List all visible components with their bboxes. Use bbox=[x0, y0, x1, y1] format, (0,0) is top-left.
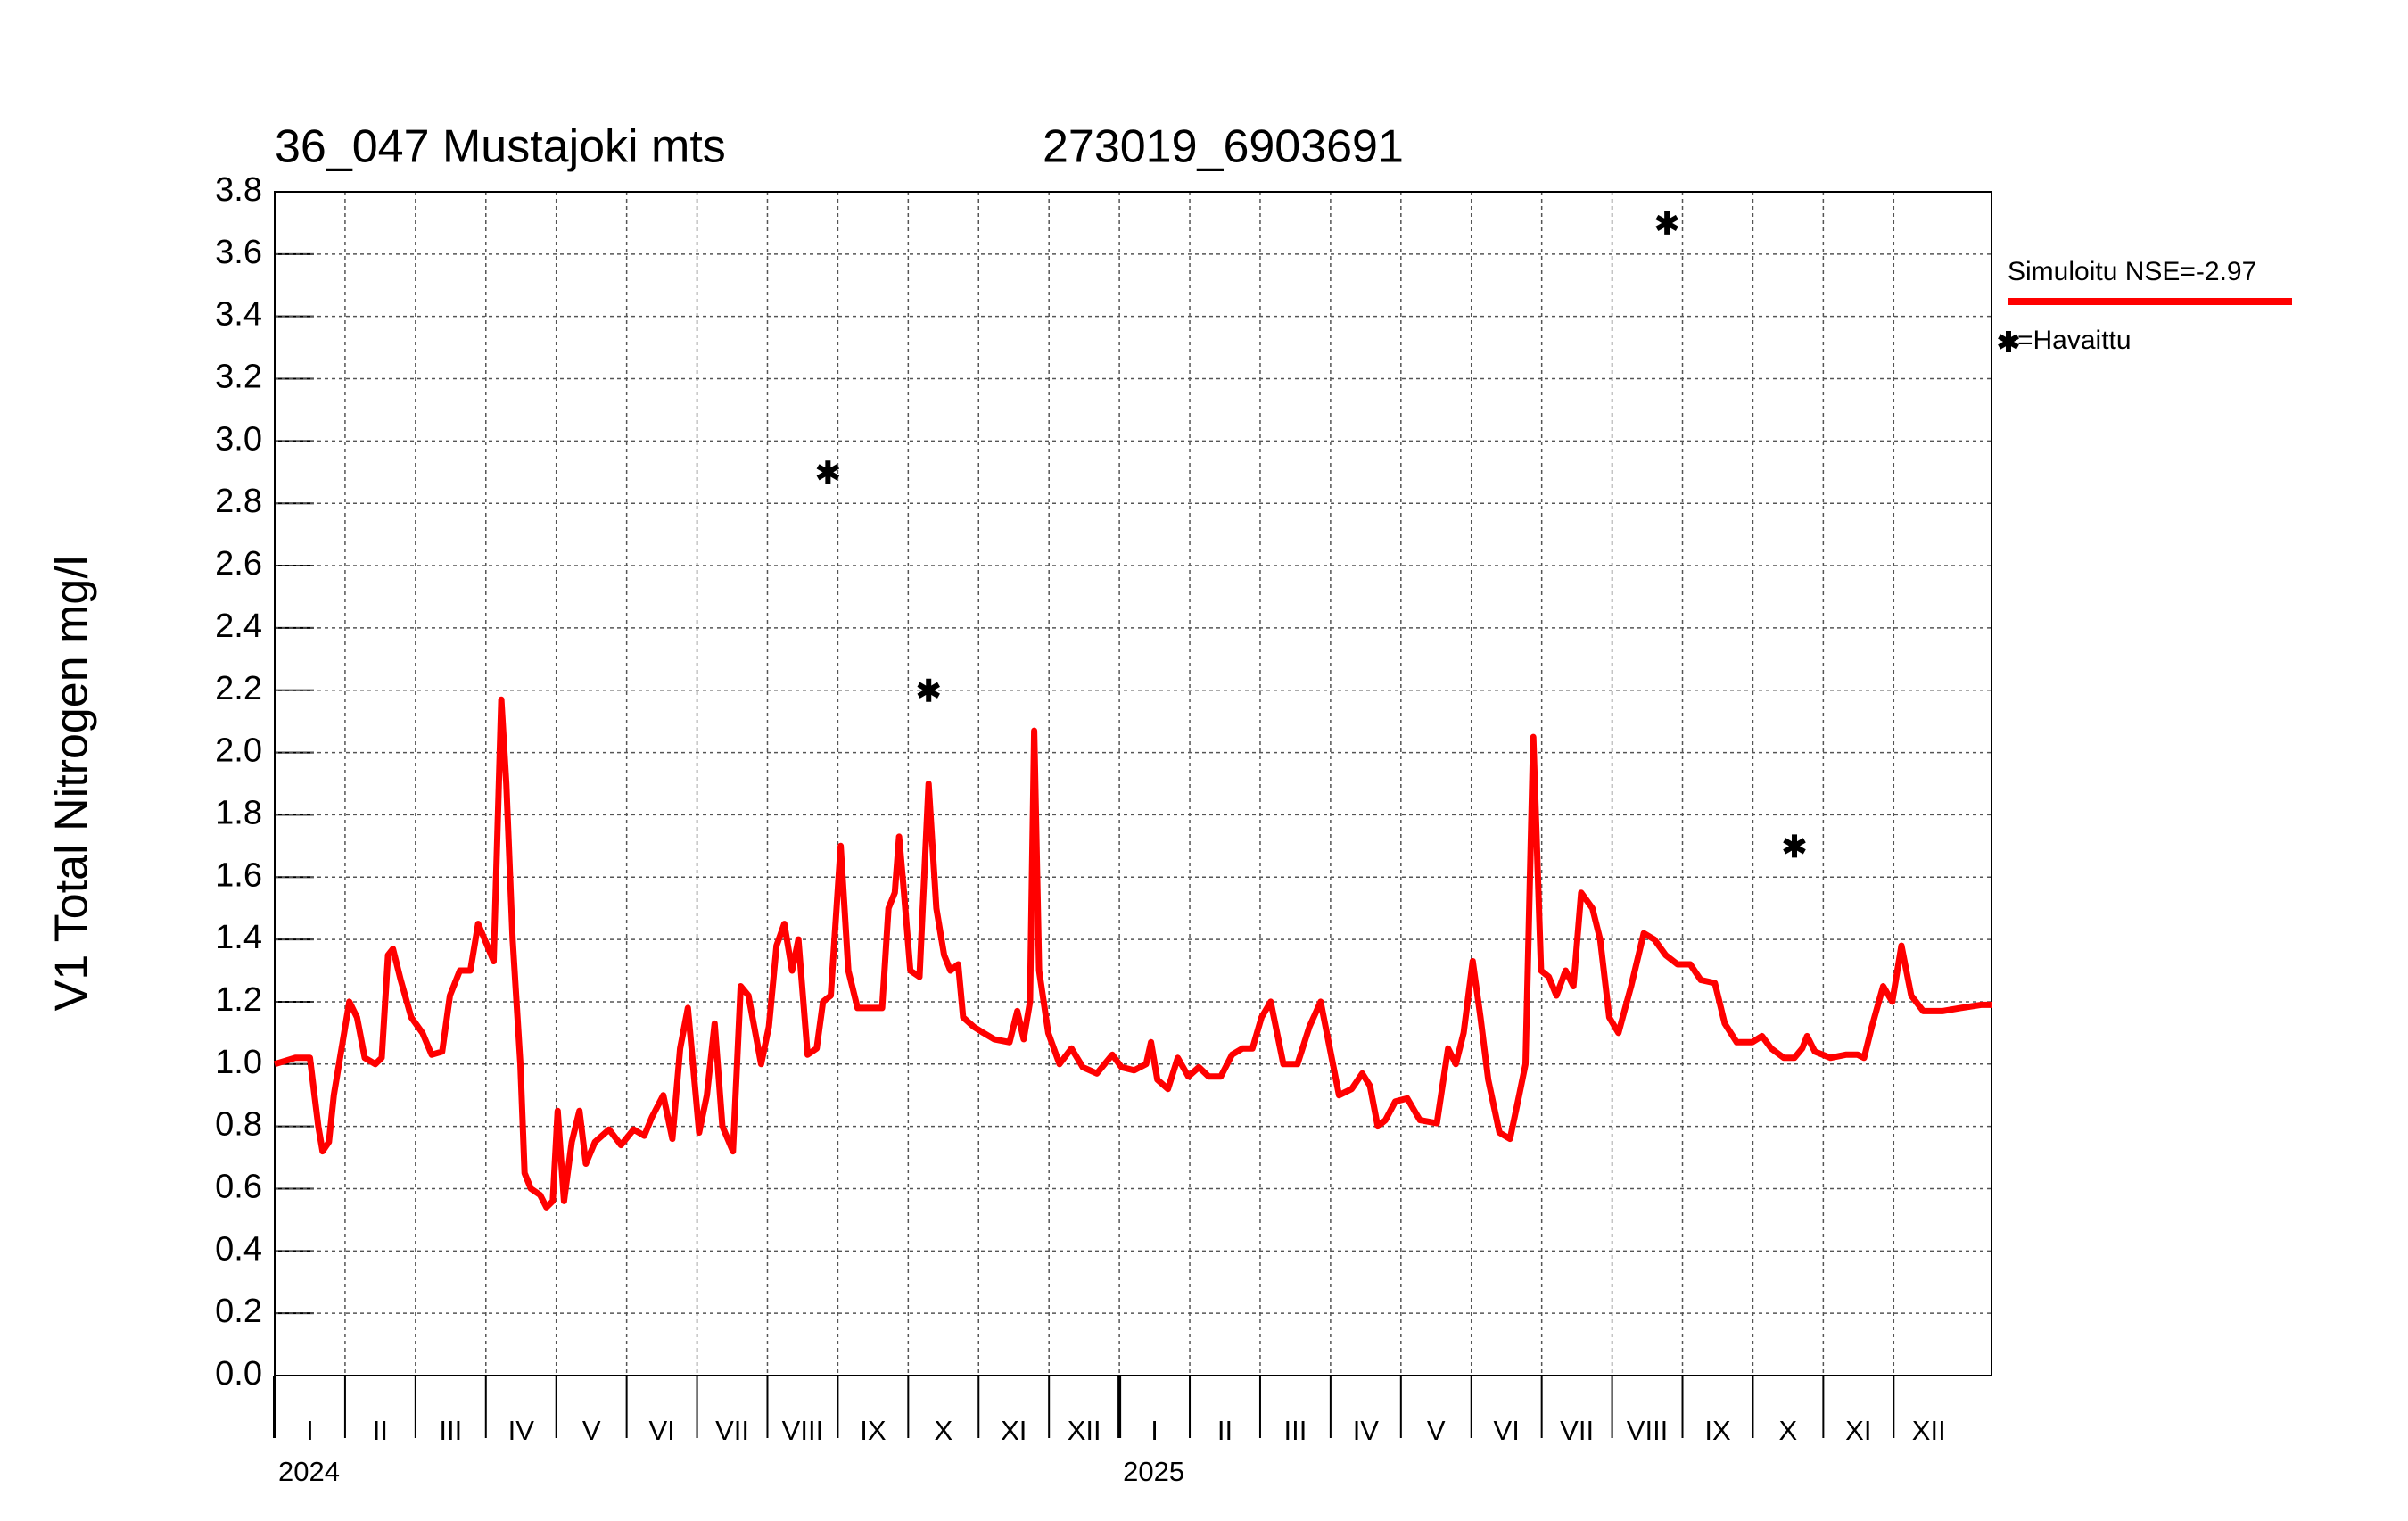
year-label: 2025 bbox=[1123, 1456, 1184, 1487]
y-tick-label: 0.0 bbox=[215, 1355, 262, 1393]
x-tick-label: IX bbox=[860, 1415, 887, 1446]
legend-label: Simuloitu NSE=-2.97 bbox=[2008, 257, 2256, 286]
y-tick-label: 0.2 bbox=[215, 1293, 262, 1330]
y-tick-label: 2.6 bbox=[215, 545, 262, 583]
x-tick-label: X bbox=[1779, 1415, 1798, 1446]
observed-point bbox=[816, 460, 840, 484]
observed-point bbox=[1655, 211, 1678, 235]
x-tick-label: VII bbox=[715, 1415, 749, 1446]
x-tick-label: VI bbox=[1494, 1415, 1520, 1446]
chart-title: 36_047 Mustajoki mts bbox=[275, 121, 726, 173]
y-tick-label: 3.8 bbox=[215, 171, 262, 209]
x-tick-label: III bbox=[1284, 1415, 1307, 1446]
x-tick-label: VIII bbox=[1627, 1415, 1669, 1446]
y-tick-label: 1.2 bbox=[215, 981, 262, 1019]
x-tick-label: II bbox=[373, 1415, 388, 1446]
x-tick-label: XII bbox=[1068, 1415, 1101, 1446]
y-tick-label: 2.2 bbox=[215, 670, 262, 707]
x-tick-label: II bbox=[1217, 1415, 1233, 1446]
x-tick-label: VII bbox=[1560, 1415, 1594, 1446]
x-tick-label: X bbox=[934, 1415, 952, 1446]
legend-label: =Havaittu bbox=[2017, 326, 2132, 355]
observed-point bbox=[1783, 834, 1806, 858]
x-tick-label: IV bbox=[508, 1415, 535, 1446]
chart-subtitle: 273019_6903691 bbox=[1043, 121, 1404, 173]
y-tick-label: 0.6 bbox=[215, 1169, 262, 1206]
y-tick-label: 1.4 bbox=[215, 919, 262, 956]
x-tick-label: I bbox=[306, 1415, 314, 1446]
x-tick-label: IX bbox=[1704, 1415, 1731, 1446]
x-tick-label: XI bbox=[1001, 1415, 1027, 1446]
x-tick-label: V bbox=[582, 1415, 601, 1446]
plot-frame bbox=[274, 191, 1992, 1376]
y-tick-label: 2.8 bbox=[215, 483, 262, 520]
x-tick-label: XII bbox=[1912, 1415, 1946, 1446]
year-label: 2024 bbox=[278, 1456, 340, 1487]
y-tick-label: 3.6 bbox=[215, 234, 262, 271]
x-tick-label: III bbox=[439, 1415, 462, 1446]
y-tick-label: 0.4 bbox=[215, 1230, 262, 1268]
x-tick-label: IV bbox=[1353, 1415, 1380, 1446]
y-axis-label: V1 Total Nitrogen mg/l bbox=[46, 556, 98, 1012]
observed-point bbox=[917, 678, 940, 702]
x-tick-label: VIII bbox=[782, 1415, 824, 1446]
y-tick-label: 1.0 bbox=[215, 1044, 262, 1081]
y-tick-label: 2.0 bbox=[215, 732, 262, 770]
x-tick-label: V bbox=[1427, 1415, 1446, 1446]
y-tick-label: 1.6 bbox=[215, 856, 262, 894]
x-tick-label: VI bbox=[648, 1415, 674, 1446]
x-tick-label: XI bbox=[1845, 1415, 1871, 1446]
y-tick-label: 2.4 bbox=[215, 608, 262, 645]
legend-marker bbox=[1998, 331, 2019, 352]
y-tick-label: 3.2 bbox=[215, 359, 262, 396]
y-tick-label: 1.8 bbox=[215, 794, 262, 831]
x-tick-label: I bbox=[1150, 1415, 1159, 1446]
y-tick-label: 0.8 bbox=[215, 1106, 262, 1144]
simulated-line bbox=[273, 696, 1992, 1211]
y-tick-label: 3.0 bbox=[215, 420, 262, 458]
y-tick-label: 3.4 bbox=[215, 296, 262, 334]
